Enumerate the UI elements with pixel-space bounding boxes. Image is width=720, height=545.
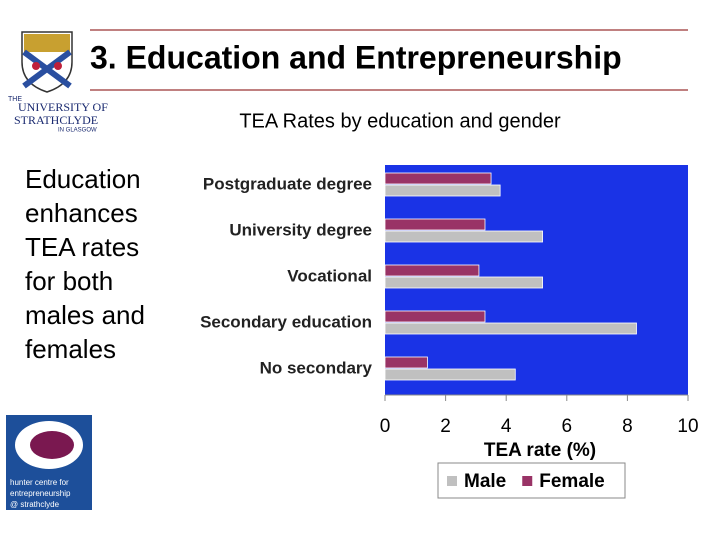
university-crest	[21, 31, 73, 93]
body-text: Education enhances TEA rates for both males …	[25, 164, 145, 364]
logo-text: IN GLASGOW	[58, 128, 97, 134]
legend-swatch	[447, 476, 457, 486]
body-line: males and	[25, 300, 145, 330]
hunter-logo: hunter centre for entrepreneurship @ str…	[6, 415, 92, 510]
logo-text: entrepreneurship	[10, 489, 71, 498]
bar	[384, 172, 492, 185]
logo-text: hunter centre for	[10, 478, 69, 487]
bar	[384, 322, 637, 335]
bar	[384, 184, 501, 197]
logo-text: UNIVERSITY OF	[18, 100, 108, 114]
bar	[384, 356, 428, 369]
bar	[384, 276, 543, 289]
x-tick-label: 4	[501, 416, 512, 437]
x-tick-label: 2	[440, 416, 451, 437]
legend-swatch	[522, 476, 533, 486]
bar	[384, 310, 486, 323]
body-line: enhances	[25, 198, 138, 228]
body-line: Education	[25, 164, 141, 194]
x-axis-label: TEA rate (%)	[484, 440, 596, 461]
y-tick-label: Vocational	[287, 266, 372, 285]
legend-label: Male	[464, 471, 506, 492]
bar	[384, 368, 516, 381]
logo-text: @ strathclyde	[10, 500, 60, 509]
x-tick-label: 6	[562, 416, 573, 437]
y-tick-label: University degree	[229, 220, 372, 239]
body-line: TEA rates	[25, 232, 139, 262]
body-line: females	[25, 334, 116, 364]
chart: Postgraduate degree University degree Voca…	[200, 165, 699, 499]
y-tick-label: Secondary education	[200, 312, 372, 331]
bar	[384, 230, 543, 243]
logo-text: STRATHCLYDE	[14, 113, 98, 127]
bar	[384, 218, 486, 231]
x-tick-label: 10	[677, 416, 698, 437]
legend-label: Female	[539, 471, 604, 492]
chart-title: TEA Rates by education and gender	[239, 110, 561, 132]
bar	[384, 264, 480, 277]
y-tick-label: No secondary	[260, 358, 373, 377]
body-line: for both	[25, 266, 113, 296]
logo-text: THE	[8, 96, 22, 103]
slide-title: 3. Education and Entrepreneurship	[90, 39, 622, 75]
x-tick-label: 0	[380, 416, 391, 437]
y-tick-label: Postgraduate degree	[203, 174, 372, 193]
x-tick-label: 8	[622, 416, 633, 437]
university-logo: THE UNIVERSITY OF STRATHCLYDE IN GLASGOW	[8, 96, 108, 134]
